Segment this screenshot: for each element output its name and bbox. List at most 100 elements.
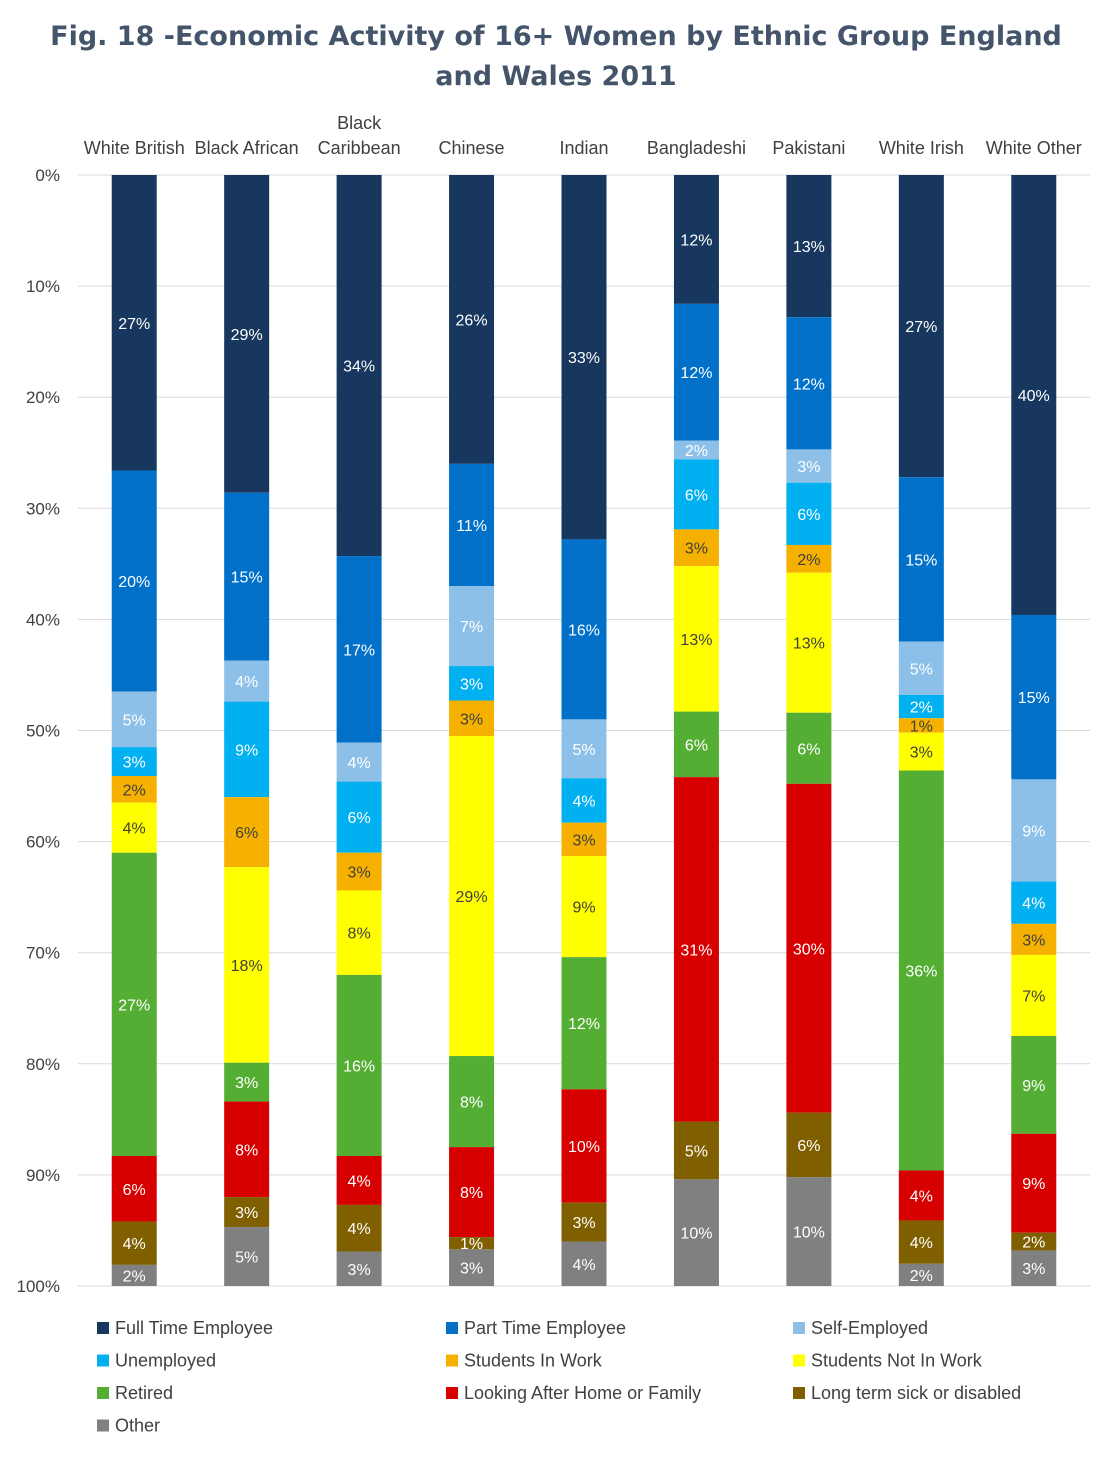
bar-segment: [449, 666, 495, 701]
data-label: 10%: [793, 1225, 825, 1242]
bar-segment: [561, 175, 607, 540]
bar-segment: [224, 660, 270, 702]
data-label: 11%: [456, 518, 487, 535]
bar-segment: [673, 459, 719, 530]
bar-segment: [449, 700, 495, 737]
y-tick-label: 20%: [26, 388, 60, 407]
data-label: 27%: [118, 997, 150, 1014]
data-label: 27%: [905, 319, 937, 336]
bar-stack-indian: 33% 16% 5% 4% 3% 9% 12% 10% 3% 4%: [561, 175, 607, 1286]
legend-swatch: [446, 1354, 458, 1367]
legend-swatch: [97, 1419, 109, 1432]
data-label: 2%: [1022, 1235, 1045, 1252]
bar-segment: [561, 856, 607, 958]
bar-segment: [336, 1156, 382, 1205]
data-label: 15%: [231, 570, 263, 587]
data-label: 33%: [568, 350, 600, 367]
data-label: 15%: [905, 552, 937, 569]
legend-swatch: [97, 1354, 109, 1367]
bar-segment: [111, 1221, 157, 1265]
data-label: 4%: [910, 1235, 933, 1252]
data-label: 20%: [118, 574, 150, 591]
data-label: 6%: [685, 737, 708, 754]
bar-segment: [561, 719, 607, 779]
data-label: 40%: [1018, 388, 1050, 405]
bar-segment: [111, 691, 157, 748]
bar-segment: [898, 732, 944, 771]
data-label: 4%: [910, 1188, 933, 1205]
bar-segment: [561, 957, 607, 1090]
bar-segment: [898, 1220, 944, 1264]
legend-swatch: [793, 1322, 805, 1334]
bar-segment: [224, 1101, 270, 1198]
bar-segment: [336, 556, 382, 743]
data-label: 3%: [235, 1075, 258, 1092]
data-label: 7%: [1022, 988, 1045, 1005]
bar-segment: [561, 778, 607, 823]
data-label: 3%: [460, 711, 483, 728]
bar-segment: [449, 1249, 495, 1286]
data-label: 3%: [572, 832, 595, 849]
bar-segment: [111, 1156, 157, 1222]
bar-segment: [111, 802, 157, 853]
bar-segment: [786, 783, 832, 1113]
data-label: 12%: [793, 376, 825, 393]
bar-segment: [449, 1237, 495, 1250]
bar-segment: [224, 1227, 270, 1286]
bar-segment: [561, 1241, 607, 1286]
data-label: 3%: [685, 541, 708, 558]
legend-label: Long term sick or disabled: [811, 1383, 1021, 1403]
legend-swatch: [446, 1322, 458, 1334]
data-label: 10%: [680, 1226, 712, 1243]
bar-segment: [111, 776, 157, 803]
bar-segment: [111, 1264, 157, 1286]
legend-item: Students Not In Work: [793, 1351, 983, 1371]
y-tick-label: 70%: [26, 944, 60, 963]
data-label: 8%: [460, 1185, 483, 1202]
legend-swatch: [446, 1387, 458, 1399]
bar-segment: [224, 1197, 270, 1228]
bar-segment: [898, 175, 944, 478]
data-label: 6%: [123, 1182, 146, 1199]
data-label: 29%: [456, 889, 488, 906]
legend-swatch: [97, 1387, 109, 1399]
bar-segment: [786, 482, 832, 545]
bar-segment: [449, 175, 495, 464]
data-label: 12%: [680, 232, 712, 249]
legend-item: Long term sick or disabled: [793, 1383, 1021, 1403]
category-label: White Other: [986, 138, 1082, 158]
bar-stack-bangladeshi: 12% 12% 2% 6% 3% 13% 6% 31% 5% 10%: [673, 175, 719, 1286]
bar-segment: [561, 822, 607, 857]
bar-segment: [786, 712, 832, 784]
y-tick-label: 40%: [26, 610, 60, 629]
bar-segment: [224, 797, 270, 868]
data-label: 13%: [793, 636, 825, 653]
data-label: 16%: [343, 1058, 375, 1075]
data-label: 2%: [910, 700, 933, 717]
legend-item: Unemployed: [97, 1351, 216, 1371]
legend-item: Full Time Employee: [97, 1318, 273, 1338]
bar-segment: [1011, 175, 1057, 615]
bar-stack-black-caribbean: 34% 17% 4% 6% 3% 8% 16% 4% 4% 3%: [336, 175, 382, 1286]
bar-segment: [336, 1251, 382, 1286]
bar-segment: [898, 694, 944, 719]
bar-segment: [673, 303, 719, 441]
data-label: 3%: [348, 1262, 371, 1279]
data-label: 34%: [343, 359, 375, 376]
data-label: 3%: [123, 755, 146, 772]
bar-segment: [786, 544, 832, 573]
category-label: Bangladeshi: [647, 138, 746, 158]
data-label: 4%: [235, 674, 258, 691]
bar-segment: [1011, 1250, 1057, 1286]
legend-label: Retired: [115, 1383, 173, 1403]
bar-stack-white-irish: 27% 15% 5% 2% 1% 3% 36% 4% 4% 2%: [898, 175, 944, 1286]
legend-item: Other: [97, 1416, 160, 1436]
bar-stack-pakistani: 13% 12% 3% 6% 2% 13% 6% 30% 6% 10%: [786, 175, 832, 1286]
data-label: 5%: [123, 712, 146, 729]
bar-segment: [561, 1089, 607, 1203]
data-label: 17%: [343, 642, 375, 659]
data-label: 3%: [572, 1215, 595, 1232]
bars: 27% 20% 5% 3% 2% 4% 27% 6% 4% 2% 29% 15% 4% 9% 6% 18% 3%…: [111, 175, 1057, 1286]
bar-segment: [449, 1147, 495, 1238]
data-label: 6%: [797, 1138, 820, 1155]
